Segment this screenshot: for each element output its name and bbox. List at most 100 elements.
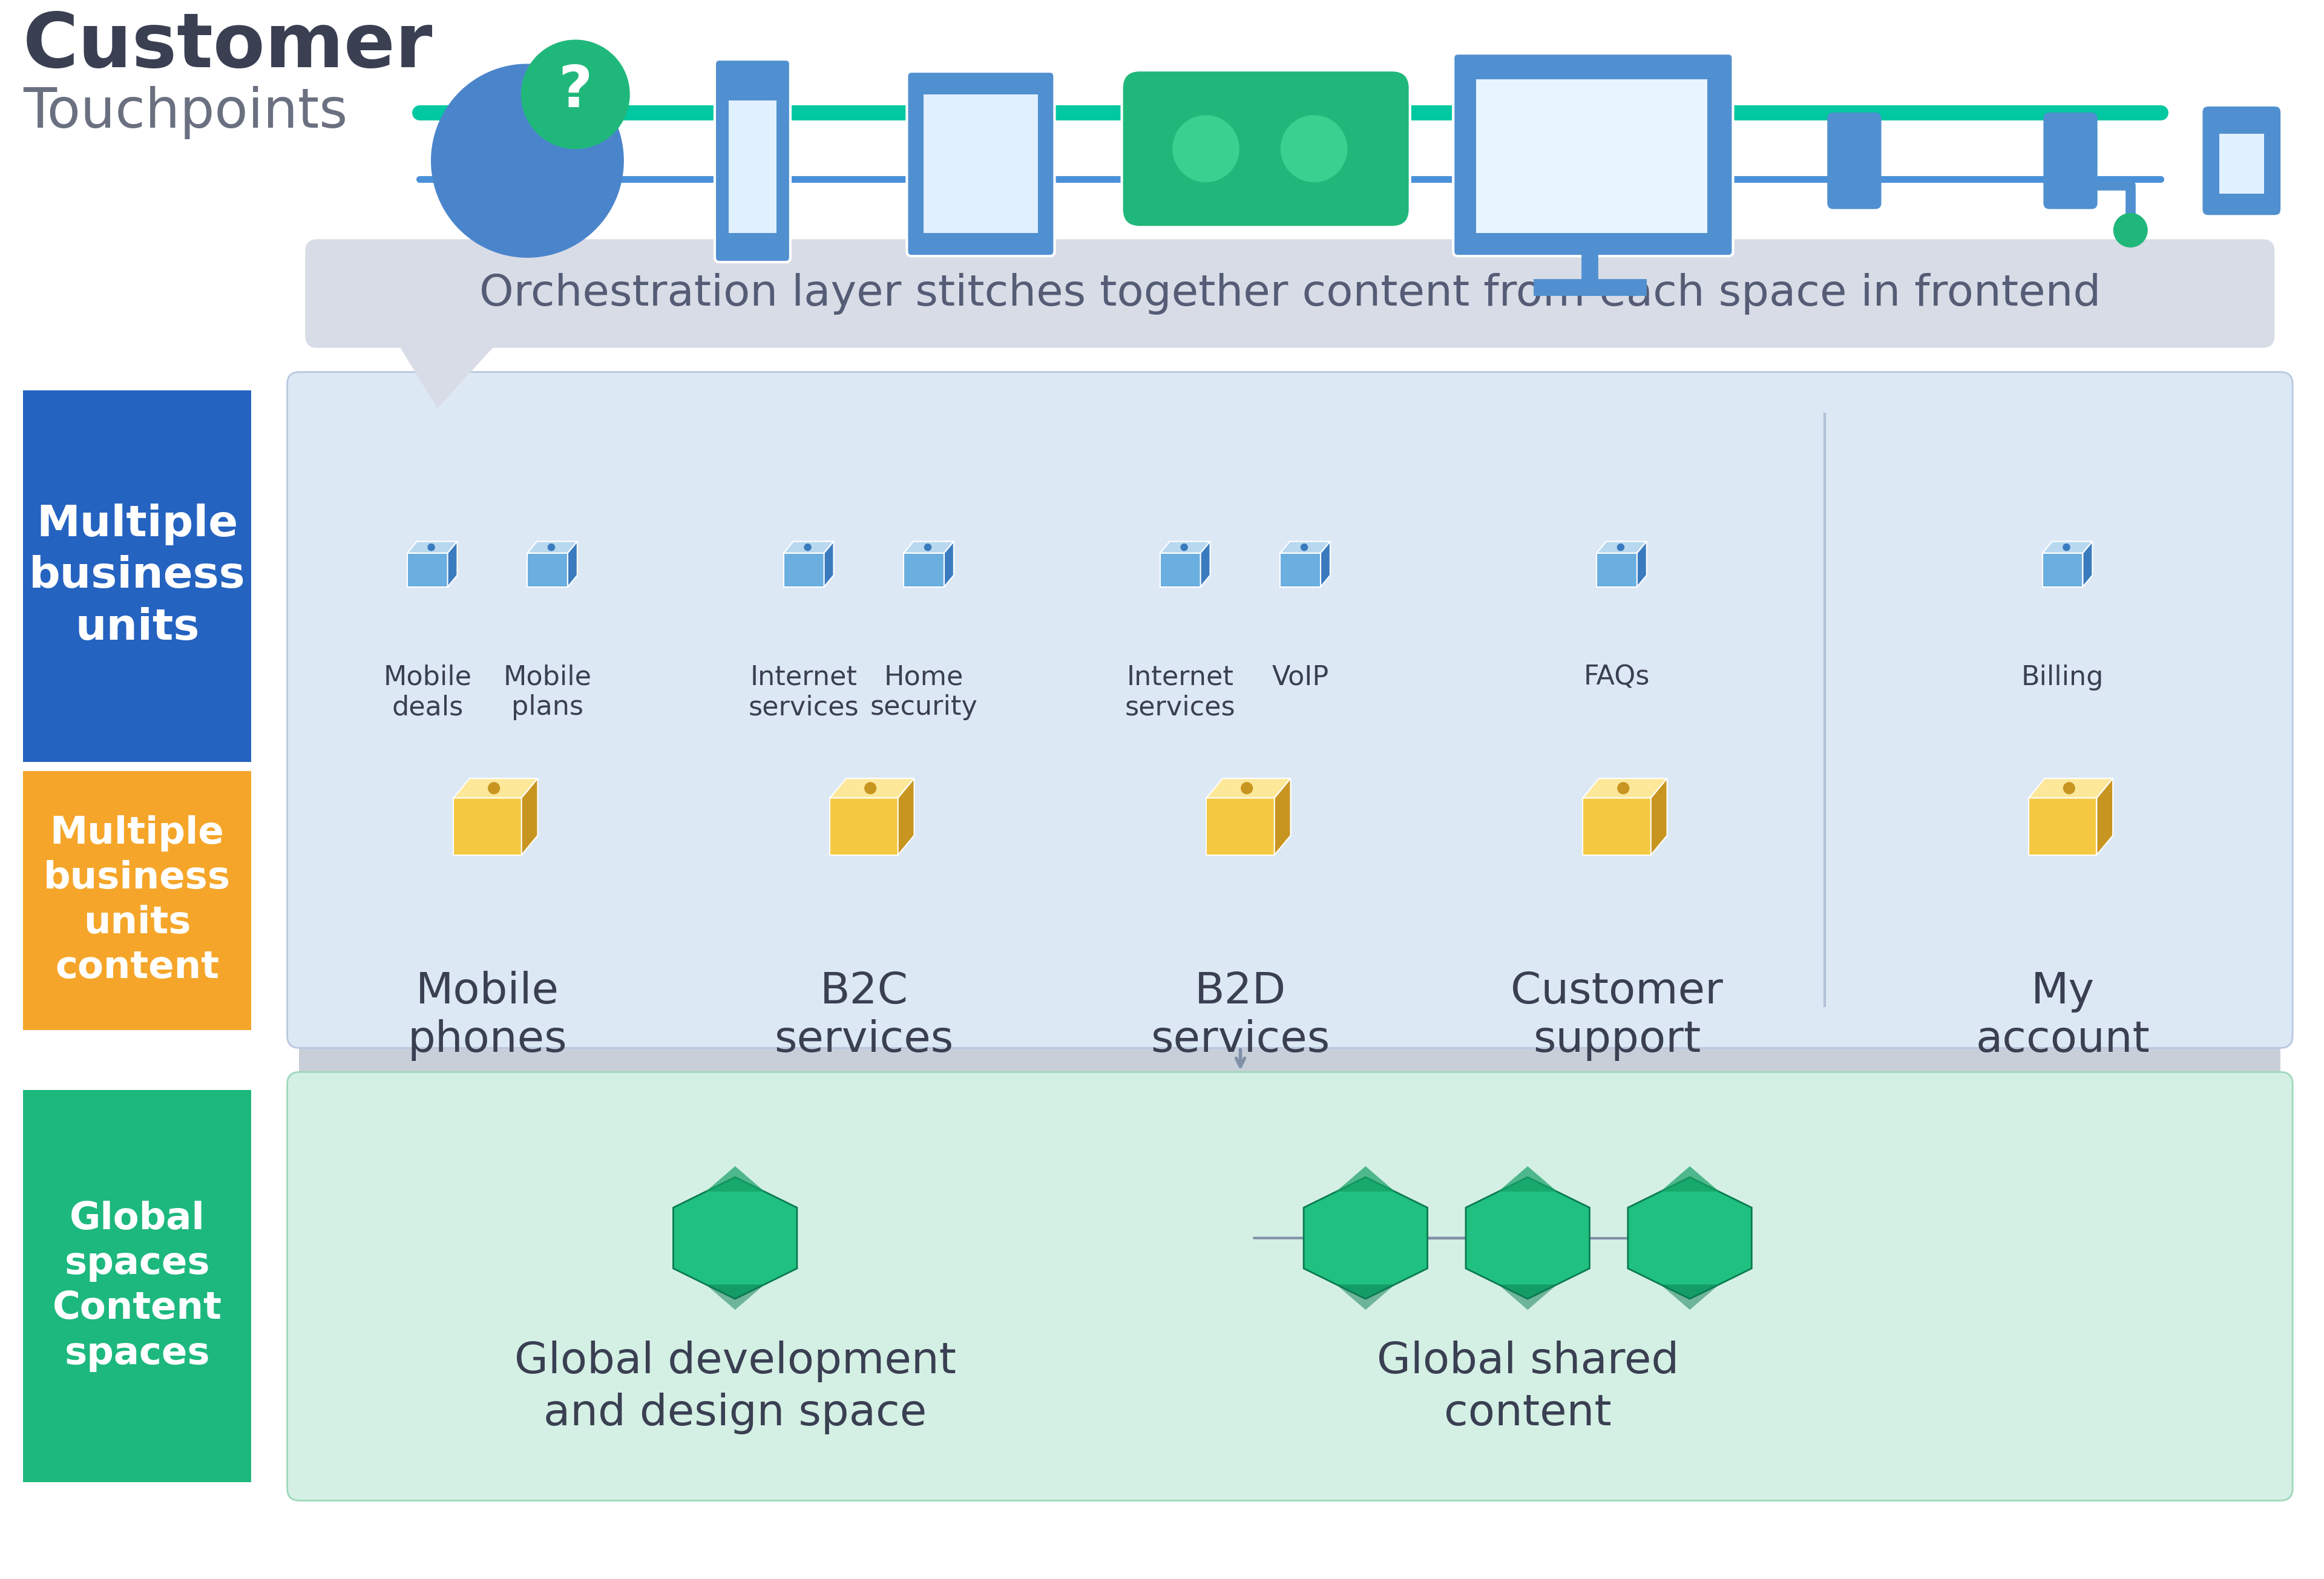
Polygon shape bbox=[1274, 778, 1290, 854]
Polygon shape bbox=[783, 542, 834, 553]
Text: My
account: My account bbox=[1975, 971, 2150, 1061]
FancyBboxPatch shape bbox=[288, 373, 2291, 1048]
Polygon shape bbox=[407, 542, 458, 553]
Text: Orchestration layer stitches together content from each space in frontend: Orchestration layer stitches together co… bbox=[479, 273, 2101, 314]
Circle shape bbox=[1181, 543, 1188, 551]
Text: Global development
and design space: Global development and design space bbox=[514, 1341, 955, 1434]
Polygon shape bbox=[1627, 1178, 1752, 1300]
Circle shape bbox=[488, 783, 500, 794]
Polygon shape bbox=[453, 778, 537, 797]
Circle shape bbox=[804, 543, 811, 551]
FancyBboxPatch shape bbox=[1452, 54, 1734, 256]
FancyBboxPatch shape bbox=[2201, 106, 2282, 216]
Polygon shape bbox=[830, 797, 897, 854]
Polygon shape bbox=[1336, 1284, 1394, 1311]
Text: Billing: Billing bbox=[2022, 665, 2103, 690]
Text: Internet
services: Internet services bbox=[1125, 665, 1236, 720]
Text: B2D
services: B2D services bbox=[1150, 971, 1329, 1061]
FancyBboxPatch shape bbox=[1122, 69, 1411, 227]
Polygon shape bbox=[783, 553, 825, 587]
FancyBboxPatch shape bbox=[300, 1036, 2280, 1090]
Text: Touchpoints: Touchpoints bbox=[23, 85, 349, 139]
Polygon shape bbox=[2096, 778, 2113, 854]
Polygon shape bbox=[1659, 1284, 1720, 1311]
Polygon shape bbox=[1160, 542, 1211, 553]
Polygon shape bbox=[528, 542, 576, 553]
FancyBboxPatch shape bbox=[23, 1090, 251, 1483]
Circle shape bbox=[1618, 543, 1624, 551]
Circle shape bbox=[2064, 543, 2071, 551]
FancyBboxPatch shape bbox=[923, 95, 1039, 234]
FancyBboxPatch shape bbox=[906, 71, 1055, 256]
Text: ?: ? bbox=[558, 63, 593, 120]
Polygon shape bbox=[904, 553, 944, 587]
Text: FAQs: FAQs bbox=[1583, 665, 1650, 690]
Polygon shape bbox=[407, 553, 449, 587]
FancyBboxPatch shape bbox=[727, 101, 776, 234]
Polygon shape bbox=[1202, 542, 1211, 587]
Polygon shape bbox=[1281, 542, 1329, 553]
Polygon shape bbox=[1160, 553, 1202, 587]
FancyBboxPatch shape bbox=[5, 5, 2310, 1579]
Polygon shape bbox=[897, 778, 913, 854]
Circle shape bbox=[548, 543, 555, 551]
Polygon shape bbox=[453, 797, 521, 854]
Polygon shape bbox=[706, 1167, 765, 1192]
Polygon shape bbox=[825, 542, 834, 587]
Polygon shape bbox=[1281, 553, 1320, 587]
Polygon shape bbox=[1206, 797, 1274, 854]
FancyBboxPatch shape bbox=[304, 240, 2275, 347]
Text: Customer: Customer bbox=[23, 9, 432, 82]
Text: Home
security: Home security bbox=[869, 665, 978, 720]
Polygon shape bbox=[1336, 1167, 1394, 1192]
Circle shape bbox=[428, 543, 435, 551]
Circle shape bbox=[865, 783, 876, 794]
Circle shape bbox=[1174, 115, 1239, 182]
Polygon shape bbox=[706, 1284, 765, 1311]
Text: Global shared
content: Global shared content bbox=[1376, 1341, 1678, 1434]
Polygon shape bbox=[1320, 542, 1329, 587]
Polygon shape bbox=[521, 778, 537, 854]
Polygon shape bbox=[674, 1178, 797, 1300]
Circle shape bbox=[2113, 213, 2147, 246]
Text: Customer
support: Customer support bbox=[1511, 971, 1722, 1061]
Text: VoIP: VoIP bbox=[1271, 665, 1329, 690]
Text: Mobile
phones: Mobile phones bbox=[407, 971, 567, 1061]
Polygon shape bbox=[1466, 1178, 1590, 1300]
Polygon shape bbox=[1499, 1167, 1557, 1192]
Polygon shape bbox=[2043, 553, 2082, 587]
Polygon shape bbox=[1650, 778, 1666, 854]
Polygon shape bbox=[2029, 778, 2113, 797]
Polygon shape bbox=[2082, 542, 2092, 587]
Text: Multiple
business
units: Multiple business units bbox=[28, 504, 246, 649]
Circle shape bbox=[925, 543, 932, 551]
FancyBboxPatch shape bbox=[23, 390, 251, 763]
FancyBboxPatch shape bbox=[1827, 112, 1882, 208]
Polygon shape bbox=[449, 542, 458, 587]
Polygon shape bbox=[528, 553, 567, 587]
Polygon shape bbox=[1583, 778, 1666, 797]
FancyBboxPatch shape bbox=[1476, 79, 1708, 234]
Polygon shape bbox=[1597, 553, 1636, 587]
FancyBboxPatch shape bbox=[23, 771, 251, 1030]
Text: Multiple
business
units
content: Multiple business units content bbox=[44, 815, 230, 985]
Polygon shape bbox=[2029, 797, 2096, 854]
Polygon shape bbox=[1499, 1284, 1557, 1311]
Polygon shape bbox=[567, 542, 576, 587]
Circle shape bbox=[1281, 115, 1348, 182]
Polygon shape bbox=[944, 542, 953, 587]
Text: Internet
services: Internet services bbox=[748, 665, 860, 720]
Polygon shape bbox=[1583, 797, 1650, 854]
Polygon shape bbox=[904, 542, 953, 553]
Text: B2C
services: B2C services bbox=[774, 971, 953, 1061]
Circle shape bbox=[1241, 783, 1253, 794]
Text: Global
spaces
Content
spaces: Global spaces Content spaces bbox=[53, 1202, 221, 1372]
Polygon shape bbox=[830, 778, 913, 797]
Polygon shape bbox=[390, 330, 509, 409]
Polygon shape bbox=[2043, 542, 2092, 553]
Polygon shape bbox=[1597, 542, 1648, 553]
FancyBboxPatch shape bbox=[2219, 134, 2264, 194]
Circle shape bbox=[1301, 543, 1308, 551]
Circle shape bbox=[521, 39, 630, 148]
FancyBboxPatch shape bbox=[2043, 112, 2099, 208]
